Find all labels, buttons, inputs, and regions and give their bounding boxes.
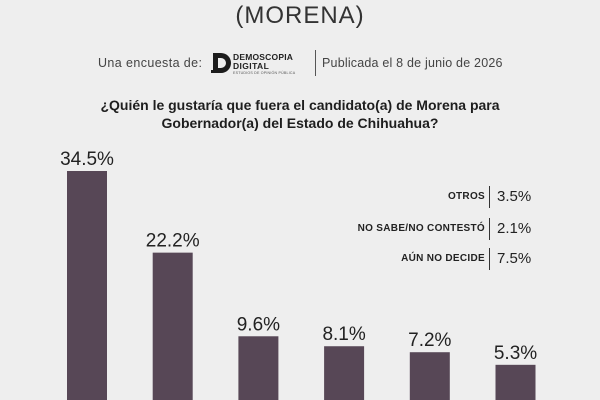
chart-title: (MORENA) — [235, 2, 365, 29]
legend-value: 3.5% — [497, 188, 532, 205]
legend-label: NO SABE/NO CONTESTÓ — [357, 223, 485, 234]
logo-text-line3: ESTUDIOS DE OPINIÓN PÚBLICA — [233, 71, 296, 75]
question-line-2: Gobernador(a) del Estado de Chihuahua? — [161, 115, 439, 131]
header-divider — [315, 50, 316, 76]
bar-0 — [67, 171, 107, 400]
bar-3 — [324, 346, 365, 400]
legend-row-no-sabe: NO SABE/NO CONTESTÓ 2.1% — [0, 218, 600, 240]
legend-row-otros: OTROS 3.5% — [0, 186, 600, 208]
bar-value-label: 5.3% — [494, 343, 537, 364]
bar-value-label: 8.1% — [322, 324, 365, 345]
bar-value-label: 7.2% — [408, 330, 451, 351]
bar-1 — [152, 252, 193, 400]
survey-question: ¿Quién le gustaría que fuera el candidat… — [0, 96, 600, 132]
bar-5 — [495, 364, 536, 400]
legend-separator — [489, 218, 490, 240]
legend-separator — [489, 186, 490, 208]
legend-value: 7.5% — [497, 250, 532, 267]
bar-4 — [409, 352, 450, 400]
bar-value-label: 22.2% — [146, 231, 200, 252]
legend-separator — [489, 248, 490, 270]
bar-value-label: 34.5% — [60, 149, 114, 170]
legend-row-aun-no-decide: AÚN NO DECIDE 7.5% — [0, 248, 600, 270]
source-row: Una encuesta de: DEMOSCOPIA DIGITAL ESTU… — [0, 50, 600, 78]
logo-d-icon — [211, 53, 231, 73]
question-line-1: ¿Quién le gustaría que fuera el candidat… — [100, 97, 500, 113]
survey-label: Una encuesta de: — [98, 56, 203, 70]
demoscopia-logo: DEMOSCOPIA DIGITAL ESTUDIOS DE OPINIÓN P… — [211, 50, 311, 78]
bar-value-label: 9.6% — [237, 314, 280, 335]
bar-2 — [238, 336, 279, 400]
logo-text-line1: DEMOSCOPIA — [233, 52, 294, 62]
legend-label: OTROS — [447, 191, 485, 202]
logo-text-line2: DIGITAL — [233, 61, 270, 71]
publication-date: Publicada el 8 de junio de 2026 — [322, 56, 503, 70]
legend-label: AÚN NO DECIDE — [401, 253, 485, 264]
legend-value: 2.1% — [497, 220, 532, 237]
